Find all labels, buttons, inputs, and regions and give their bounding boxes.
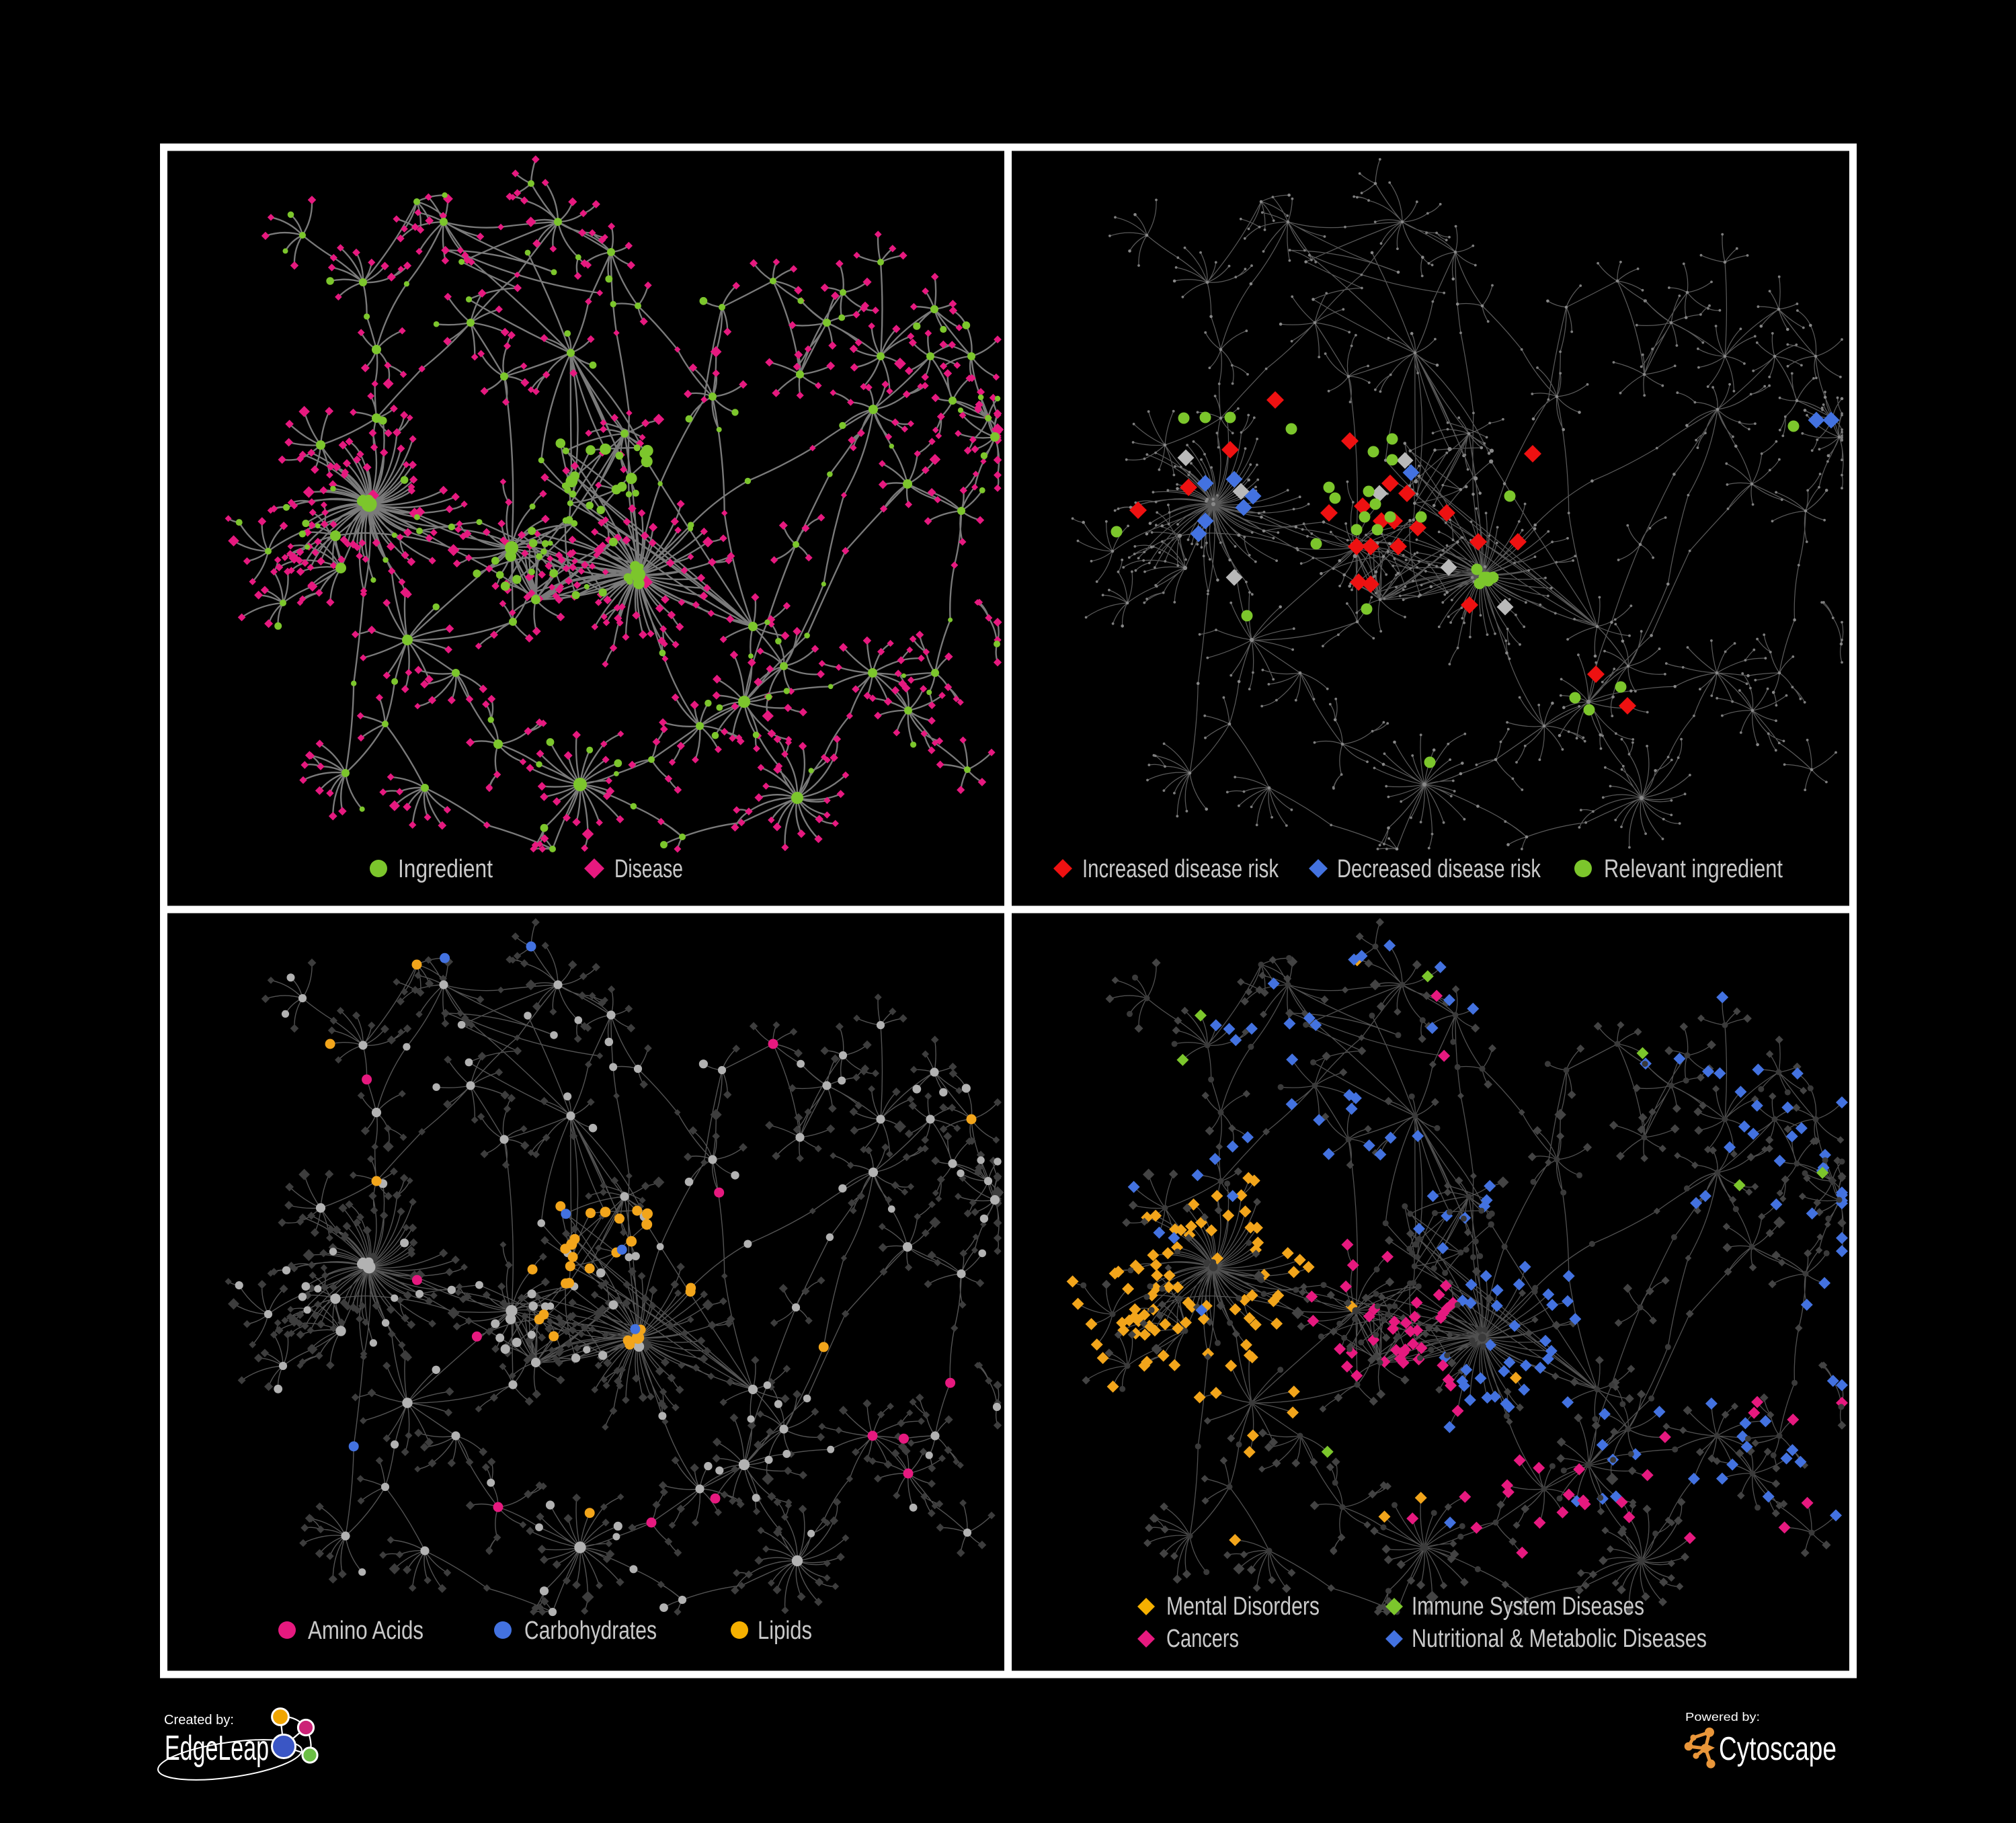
svg-text:EdgeLeap: EdgeLeap [165, 1729, 269, 1768]
svg-text:Powered by:: Powered by: [1685, 1710, 1760, 1724]
svg-text:Mental Disorders: Mental Disorders [1166, 1592, 1320, 1621]
svg-text:Carbohydrates: Carbohydrates [524, 1617, 657, 1645]
svg-text:Relevant ingredient: Relevant ingredient [1604, 855, 1783, 883]
svg-text:Amino Acids: Amino Acids [308, 1617, 424, 1645]
svg-text:Cytoscape: Cytoscape [1719, 1731, 1837, 1767]
svg-text:Lipids: Lipids [758, 1617, 812, 1645]
svg-text:Decreased disease risk: Decreased disease risk [1337, 855, 1541, 883]
svg-text:Ingredient: Ingredient [398, 855, 493, 883]
svg-text:Disease: Disease [614, 855, 683, 883]
svg-text:Immune System Diseases: Immune System Diseases [1412, 1592, 1644, 1621]
svg-text:Increased disease risk: Increased disease risk [1082, 855, 1279, 883]
svg-text:Cancers: Cancers [1166, 1625, 1239, 1653]
svg-text:Created by:: Created by: [164, 1713, 234, 1728]
svg-text:Nutritional & Metabolic Diseas: Nutritional & Metabolic Diseases [1412, 1625, 1707, 1653]
